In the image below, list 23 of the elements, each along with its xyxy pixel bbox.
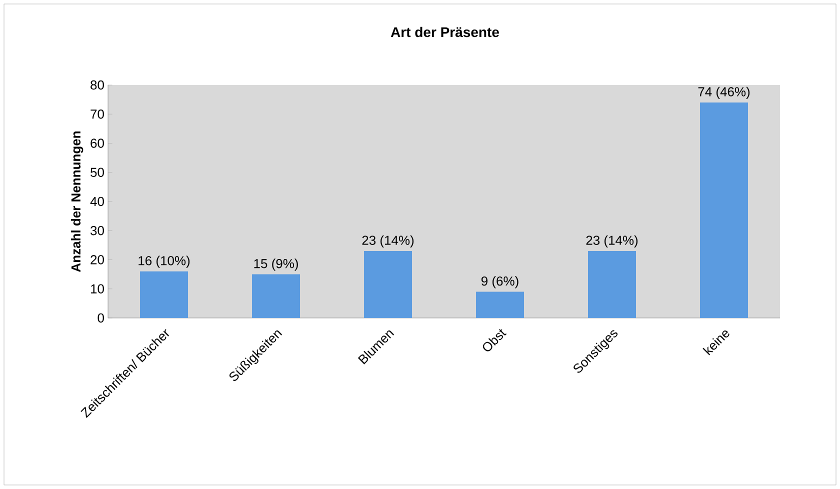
data-label: 9 (6%) [481, 276, 518, 288]
data-label: 15 (9%) [254, 258, 298, 271]
data-label: 23 (14%) [362, 235, 414, 248]
y-tick-label: 60 [90, 138, 104, 148]
data-label: 74 (46%) [698, 86, 750, 99]
bar [140, 271, 188, 318]
y-axis-title: Anzahl der Nennungen [70, 132, 84, 272]
bar [588, 251, 636, 318]
data-label: 23 (14%) [586, 235, 638, 248]
y-tick-label: 10 [91, 284, 104, 294]
bar [364, 251, 412, 318]
y-tick-label: 20 [90, 255, 104, 264]
chart-title: Art der Präsente [390, 26, 499, 38]
y-tick-label: 40 [90, 196, 104, 206]
y-tick-label: 0 [98, 313, 104, 323]
y-tick-label: 30 [90, 226, 104, 236]
data-label: 16 (10%) [138, 256, 190, 268]
bar [700, 102, 748, 318]
bar [252, 274, 300, 318]
bar [476, 292, 524, 318]
y-tick-label: 70 [90, 110, 104, 119]
y-tick-label: 80 [90, 80, 104, 90]
y-tick-label: 50 [90, 168, 104, 177]
